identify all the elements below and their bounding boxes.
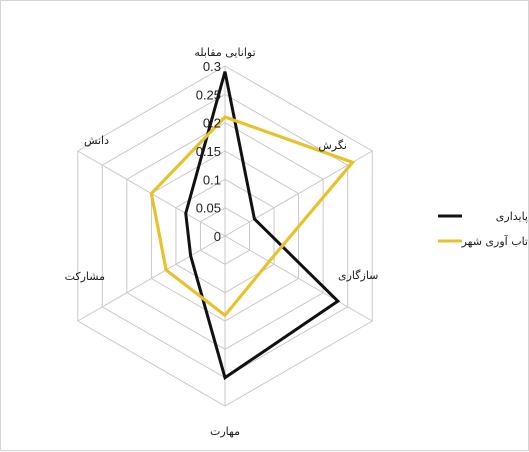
tick-label: 0.25 bbox=[196, 87, 221, 102]
axis-label: سازگاری bbox=[338, 269, 378, 282]
axis-label: مهارت bbox=[210, 425, 240, 438]
axis-label: مشارکت bbox=[65, 270, 106, 283]
axis-label: نگرش bbox=[318, 139, 347, 152]
axis-label: دانش bbox=[84, 134, 109, 147]
legend-label: پایداری bbox=[496, 210, 528, 223]
radar-series bbox=[151, 72, 352, 378]
tick-label: 0.05 bbox=[196, 201, 221, 216]
legend-label: تاب آوری شهر bbox=[461, 234, 528, 248]
tick-label: 0.2 bbox=[203, 116, 221, 131]
tick-label: 0.3 bbox=[203, 59, 221, 74]
axis-labels: توانایی مقابله نگرش سازگاری مهارت مشارکت دانش bbox=[65, 46, 379, 438]
tick-label: 0.15 bbox=[196, 144, 221, 159]
axis-label: توانایی مقابله bbox=[194, 46, 255, 59]
tick-label: 0.1 bbox=[203, 172, 221, 187]
legend: پایداری تاب آوری شهر bbox=[438, 210, 528, 248]
tick-label: 0 bbox=[214, 229, 221, 244]
radial-tick-labels: 0 0.05 0.1 0.15 0.2 0.25 0.3 bbox=[196, 59, 221, 244]
